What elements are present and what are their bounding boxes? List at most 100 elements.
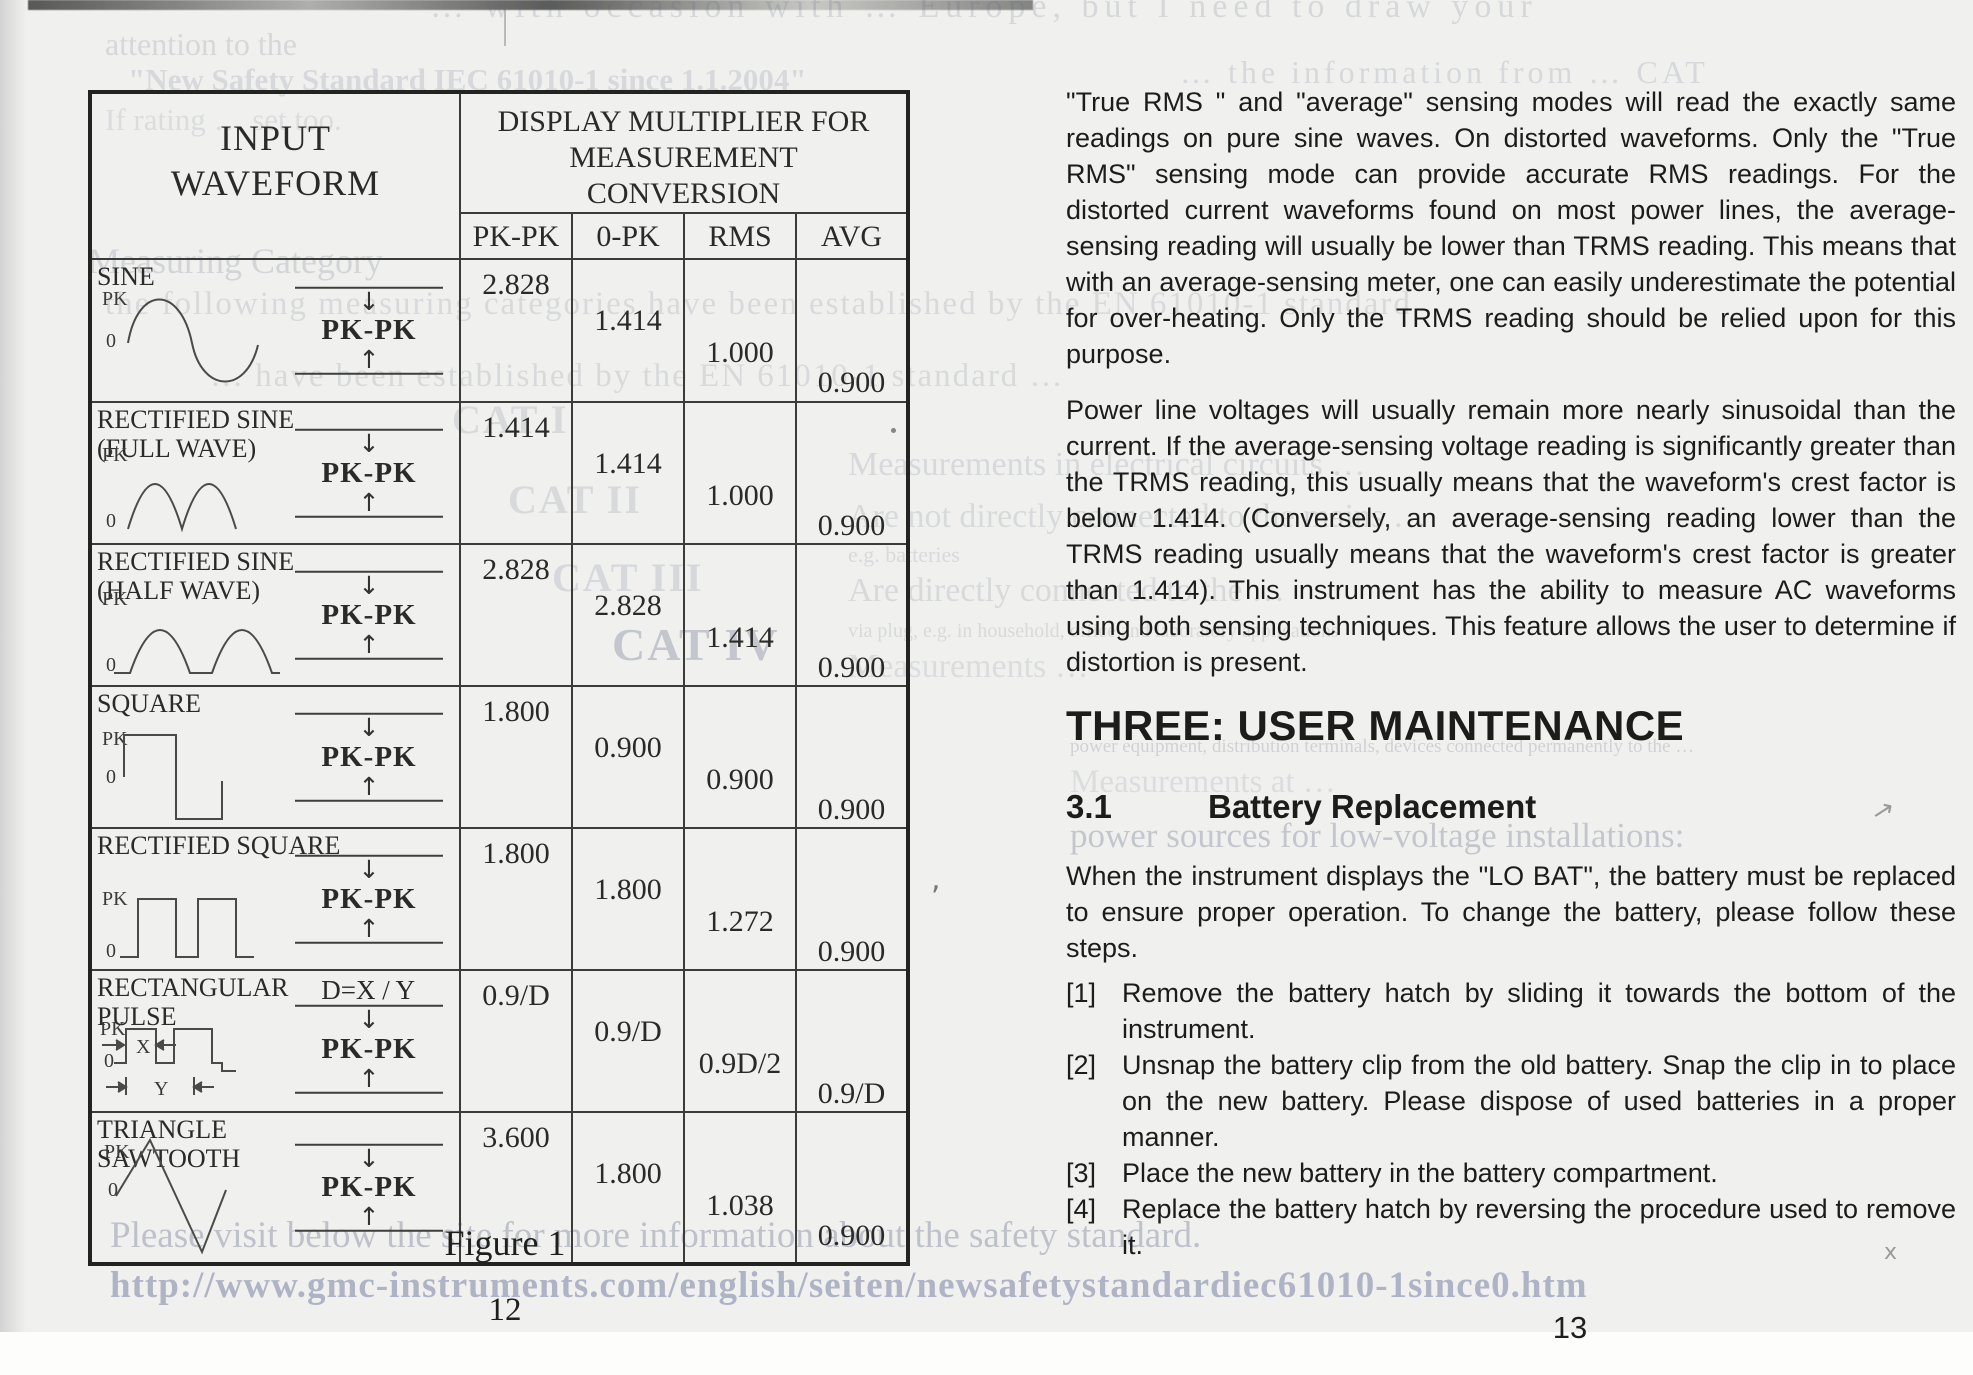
waveform-name: SQUARE	[97, 689, 202, 718]
figure-caption: Figure 1	[444, 1223, 566, 1263]
waveform-cell: TRIANGLE SAWTOOTH PK 0 ↓ PK-PK ↑	[89, 1111, 461, 1265]
value-rms: 1.414	[706, 621, 774, 654]
input-waveform-label: INPUT WAVEFORM	[170, 118, 381, 203]
rectified-sine-full-sketch: PK 0	[102, 444, 237, 533]
arrow-up-icon: ↑	[358, 913, 380, 943]
column-header-rms: RMS	[683, 212, 797, 260]
svg-text:0: 0	[106, 654, 116, 676]
svg-text:X: X	[136, 1036, 151, 1058]
value-0pk: 1.800	[594, 1157, 662, 1190]
scan-speck	[504, 4, 506, 46]
svg-text:0: 0	[106, 940, 116, 962]
pkpk-top-line	[295, 1005, 443, 1008]
value-avg: 0.900	[817, 651, 886, 684]
value-pkpk: 3.600	[482, 1121, 550, 1154]
arrow-down-icon: ↓	[358, 1143, 380, 1173]
pkpk-label: PK-PK	[321, 456, 417, 489]
pkpk-top-line	[295, 712, 443, 715]
value-pkpk: 1.800	[482, 695, 550, 728]
pkpk-top-line	[295, 854, 443, 857]
pkpk-bottom-line	[295, 799, 443, 802]
value-0pk: 1.800	[594, 873, 662, 906]
paragraph-lo-bat: When the instrument displays the "LO BAT…	[1066, 861, 1956, 963]
waveform-cell: RECTIFIED SINE (HALF WAVE) PK 0 ↓ PK-PK ↑	[89, 543, 461, 687]
waveform-name: RECTIFIED SINE (HALF WAVE)	[97, 547, 295, 605]
page-number-right: 13	[1552, 1310, 1588, 1345]
svg-text:PK: PK	[102, 444, 128, 466]
value-rms: 1.038	[706, 1189, 774, 1222]
pkpk-label: PK-PK	[321, 882, 417, 915]
value-avg: 0.9/D	[817, 1077, 886, 1110]
column-header-avg: AVG	[795, 212, 909, 260]
step-number: [1]	[1066, 978, 1097, 1008]
table-row-square: SQUARE PK 0 ↓ PK-PK ↑ 1.800 0.90	[89, 685, 909, 829]
waveform-cell: RECTANGULAR PULSE D=X / Y PK 0 X Y	[89, 969, 461, 1113]
pkpk-bottom-line	[295, 657, 443, 660]
sine-waveform-sketch: PK 0	[102, 288, 259, 383]
value-0pk: 0.900	[594, 731, 662, 764]
scan-background: , ↗ x … with occasion with … Europe, but…	[0, 0, 1973, 1345]
triangle-sawtooth-sketch: PK 0	[104, 1137, 227, 1255]
value-pkpk: 1.414	[482, 411, 550, 444]
svg-text:0: 0	[106, 510, 116, 532]
svg-text:PK: PK	[102, 588, 128, 610]
value-0pk: 1.414	[594, 447, 662, 480]
value-pkpk: 0.9/D	[482, 979, 550, 1012]
pkpk-arrow-diagram: ↓ PK-PK ↑	[289, 712, 449, 803]
svg-text:0: 0	[106, 766, 116, 788]
subsection-number: 3.1	[1066, 788, 1112, 825]
value-avg: 0.900	[817, 1219, 886, 1252]
pkpk-bottom-line	[295, 1229, 443, 1232]
step-number: [3]	[1066, 1158, 1097, 1188]
arrow-down-icon: ↓	[358, 712, 380, 742]
arrow-down-icon: ↓	[358, 1005, 380, 1035]
pkpk-bottom-line	[295, 372, 443, 375]
pkpk-arrow-diagram: ↓ PK-PK ↑	[289, 428, 449, 519]
waveform-cell: RECTIFIED SQUARE PK 0 ↓ PK-PK ↑	[89, 827, 461, 971]
scan-left-edge-shadow	[0, 0, 26, 1332]
list-item-step-2: [2] Unsnap the battery clip from the old…	[1066, 1047, 1956, 1155]
value-pkpk: 1.800	[482, 837, 550, 870]
rectangular-pulse-sketch: PK 0 X Y	[100, 1018, 236, 1100]
table-row-rectified-sine-half: RECTIFIED SINE (HALF WAVE) PK 0 ↓ PK-PK ↑	[89, 543, 909, 687]
step-text: Replace the battery hatch by reversing t…	[1122, 1194, 1956, 1260]
value-pkpk: 2.828	[482, 268, 550, 301]
svg-text:0: 0	[106, 330, 116, 352]
pkpk-arrow-diagram: ↓ PK-PK ↑	[289, 285, 449, 376]
arrow-up-icon: ↑	[358, 771, 380, 801]
arrow-down-icon: ↓	[358, 428, 380, 458]
waveform-cell: SQUARE PK 0 ↓ PK-PK ↑	[89, 685, 461, 829]
table-row-rectified-square: RECTIFIED SQUARE PK 0 ↓ PK-PK ↑ 1.800	[89, 827, 909, 971]
pkpk-arrow-diagram: ↓ PK-PK ↑	[289, 570, 449, 661]
value-0pk: 1.414	[594, 304, 662, 337]
table-row-rectified-sine-full: RECTIFIED SINE (FULL WAVE) PK 0 ↓ PK-PK ↑	[89, 401, 909, 545]
value-rms: 1.272	[706, 905, 774, 938]
arrow-down-icon: ↓	[358, 854, 380, 884]
paragraph-power-line: Power line voltages will usually remain …	[1066, 395, 1956, 677]
value-rms: 1.000	[706, 336, 774, 369]
step-text: Place the new battery in the battery com…	[1122, 1158, 1718, 1188]
page-number-left: 12	[488, 1292, 522, 1328]
value-avg: 0.900	[817, 935, 886, 968]
svg-text:Y: Y	[154, 1078, 168, 1100]
pkpk-bottom-line	[295, 1091, 443, 1094]
duty-cycle-formula: D=X / Y	[321, 975, 415, 1005]
step-text: Unsnap the battery clip from the old bat…	[1122, 1050, 1956, 1152]
waveform-multiplier-table: INPUT WAVEFORM DISPLAY MULTIPLIER FOR ME…	[88, 90, 910, 1266]
list-item-step-3: [3] Place the new battery in the battery…	[1066, 1155, 1956, 1191]
waveform-cell: SINE PK 0 ↓ PK-PK ↑	[89, 258, 461, 403]
svg-text:PK: PK	[100, 1018, 126, 1040]
value-avg: 0.900	[817, 793, 886, 826]
rectified-square-sketch: PK 0	[102, 888, 254, 962]
pkpk-label: PK-PK	[321, 1171, 417, 1203]
pkpk-arrow-diagram: ↓ PK-PK ↑	[289, 1142, 449, 1233]
step-number: [4]	[1066, 1194, 1097, 1224]
pkpk-arrow-diagram: ↓ PK-PK ↑	[289, 1004, 449, 1095]
pkpk-label: PK-PK	[321, 598, 417, 631]
section-heading: THREE: USER MAINTENANCE	[1066, 702, 1685, 749]
ghost-text: attention to the	[105, 26, 297, 62]
subsection-heading: 3.1 Battery Replacement	[1066, 788, 1536, 826]
pkpk-bottom-line	[295, 941, 443, 944]
arrow-down-icon: ↓	[358, 286, 380, 316]
